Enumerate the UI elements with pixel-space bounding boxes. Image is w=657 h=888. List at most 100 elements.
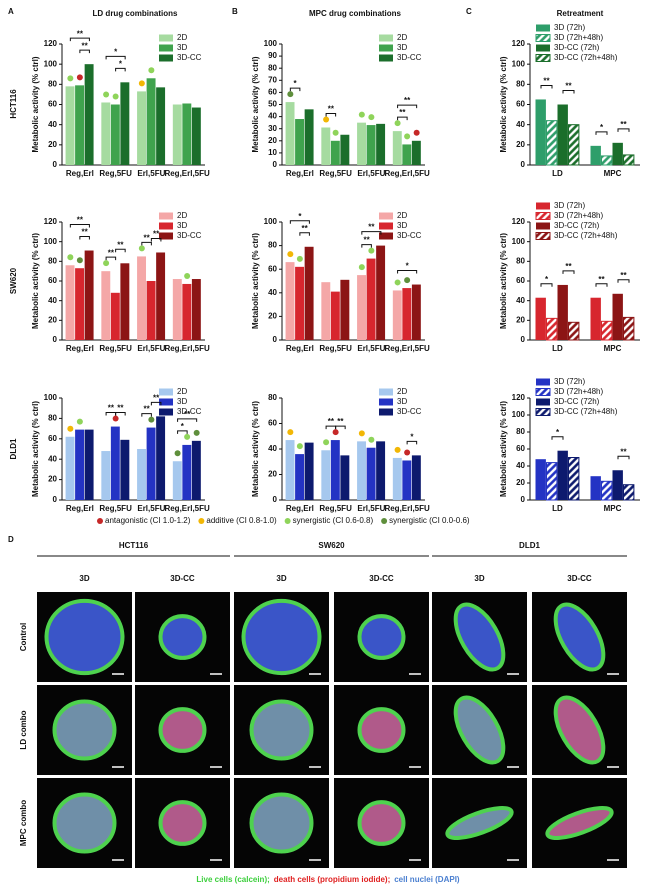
y-tick-label: 20	[48, 315, 57, 324]
legend-swatch	[159, 212, 173, 220]
legend-label: 3D (72h+48h)	[554, 387, 603, 396]
x-tick-label: Reg,Erl,5FU	[384, 504, 430, 513]
bar	[376, 441, 386, 500]
x-tick-label: Reg,Erl	[286, 344, 314, 353]
legend-swatch	[159, 232, 173, 240]
legend-swatch	[379, 222, 393, 230]
bar	[357, 122, 367, 165]
y-tick-label: 60	[516, 276, 525, 285]
legend-label: 3D-CC (72h)	[554, 221, 600, 230]
bar	[392, 457, 402, 500]
y-tick-label: 40	[268, 112, 277, 121]
legend-swatch	[159, 222, 173, 230]
ci-dot	[296, 443, 303, 450]
bar	[120, 439, 130, 500]
sig-label: **	[543, 77, 550, 86]
bar	[182, 444, 192, 500]
bar	[376, 123, 386, 165]
ci-dot	[323, 439, 330, 446]
y-tick-label: 0	[521, 160, 526, 169]
bar	[366, 125, 376, 165]
x-tick-label: Reg,Erl,5FU	[384, 169, 430, 178]
bar	[65, 265, 75, 340]
sig-bracket	[141, 413, 152, 417]
sig-bracket	[69, 224, 90, 228]
y-tick-label: 60	[516, 444, 525, 453]
y-tick-label: 100	[512, 410, 526, 419]
bar	[330, 140, 340, 165]
ci-dot	[368, 114, 375, 121]
ci-legend-label: synergistic (CI 0.6-0.8)	[293, 516, 374, 525]
sig-bracket	[617, 455, 630, 460]
legend-swatch	[159, 408, 173, 416]
legend-label: 3D	[397, 221, 407, 230]
ci-dot	[76, 418, 83, 425]
legend-swatch	[379, 34, 393, 42]
x-tick-label: Erl,5FU	[137, 344, 165, 353]
spheroid	[553, 695, 606, 765]
y-tick-label: 20	[48, 140, 57, 149]
y-tick-label: 80	[268, 63, 277, 72]
y-tick-label: 60	[48, 276, 57, 285]
legend-label: 3D-CC (72h+48h)	[554, 53, 618, 62]
ci-dot	[404, 449, 411, 456]
bar	[295, 119, 305, 165]
ci-dot	[358, 264, 365, 271]
bar	[65, 86, 75, 165]
ci-dot	[413, 129, 420, 136]
bar	[612, 470, 623, 500]
ci-dot	[287, 91, 294, 98]
bar	[411, 284, 421, 340]
sig-label: **	[108, 248, 115, 257]
y-tick-label: 40	[516, 120, 525, 129]
y-tick-label: 60	[48, 434, 57, 443]
spheroid	[52, 699, 117, 761]
y-tick-label: 20	[268, 312, 277, 321]
x-tick-label: Erl,5FU	[357, 344, 385, 353]
bar	[75, 85, 85, 165]
caption-part: Live cells (calcein);	[196, 875, 269, 884]
y-tick-label: 100	[44, 237, 58, 246]
y-axis-title: Metabolic activity (% ctrl)	[251, 401, 260, 497]
y-tick-label: 40	[48, 296, 57, 305]
y-tick-label: 0	[273, 160, 278, 169]
y-axis-title: Metabolic activity (% ctrl)	[499, 56, 508, 152]
sig-bracket	[325, 112, 337, 117]
legend-label: 3D (72h)	[554, 201, 585, 210]
ci-legend-dot	[381, 518, 388, 524]
bar	[402, 288, 412, 340]
x-tick-label: Reg,5FU	[99, 169, 132, 178]
bar	[137, 449, 147, 500]
spheroid	[249, 792, 314, 854]
legend-swatch	[535, 54, 551, 62]
sig-bracket	[595, 283, 608, 287]
x-tick-label: Erl,5FU	[137, 169, 165, 178]
y-axis-title: Metabolic activity (% ctrl)	[499, 233, 508, 329]
ci-dot	[67, 75, 74, 82]
sig-bracket	[115, 67, 126, 72]
y-tick-label: 0	[53, 495, 58, 504]
y-tick-label: 80	[48, 79, 57, 88]
bar	[590, 476, 601, 500]
ci-dot	[394, 446, 401, 453]
bar	[546, 317, 558, 341]
sig-label: **	[328, 417, 335, 426]
x-tick-label: Reg,Erl,5FU	[164, 169, 210, 178]
bar	[557, 450, 568, 500]
panel-label: C	[466, 7, 472, 16]
y-tick-label: 20	[516, 478, 525, 487]
bar	[65, 436, 75, 500]
bar	[612, 142, 623, 165]
legend-label: 2D	[177, 211, 187, 220]
ci-dot	[368, 247, 375, 254]
legend-label: 3D-CC (72h)	[554, 43, 600, 52]
legend-label: 3D-CC	[177, 53, 202, 62]
bar	[84, 64, 94, 165]
legend-label: 3D	[397, 43, 407, 52]
bar	[623, 154, 635, 166]
sig-bracket	[115, 412, 126, 416]
spheroid	[158, 800, 207, 846]
column-label: 3D	[474, 574, 484, 583]
spheroid	[158, 707, 207, 753]
